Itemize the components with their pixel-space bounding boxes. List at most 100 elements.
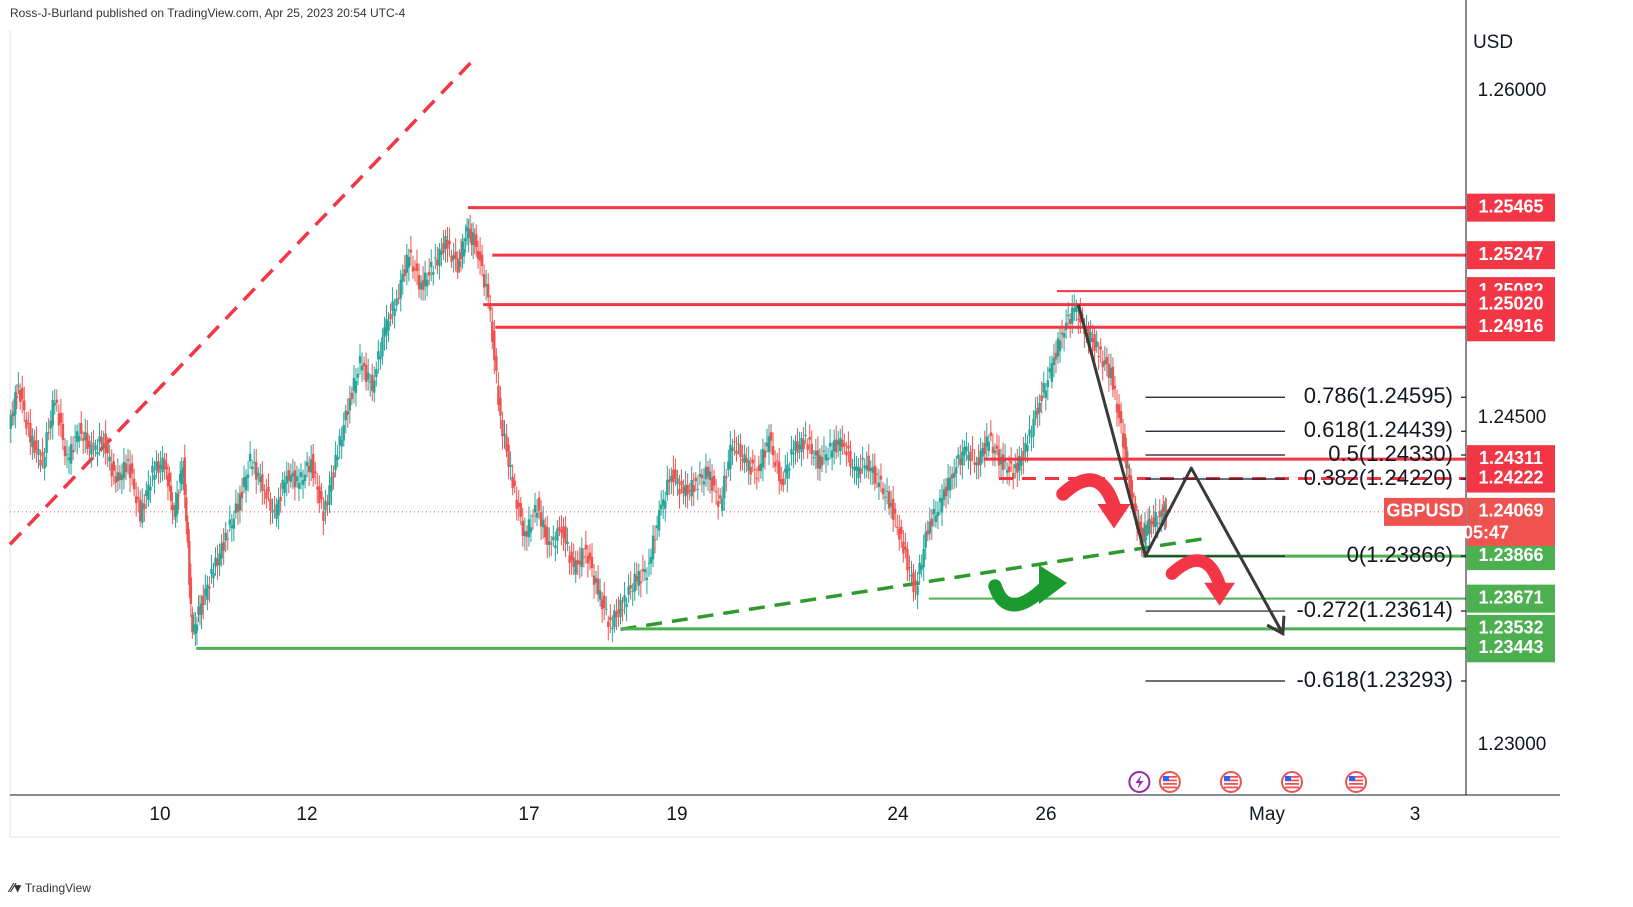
red-curved-arrow-icon-head [1204, 582, 1235, 606]
price-tag-1.24916[interactable]: 1.24916 [1467, 313, 1555, 342]
candle-body [847, 445, 850, 449]
price-tag-label: 1.23532 [1478, 618, 1543, 638]
green-curved-arrow-icon-stroke [988, 579, 1050, 612]
candle-body [714, 491, 718, 493]
candle-body [39, 459, 42, 466]
candle-body [993, 450, 997, 454]
candle-body [480, 254, 484, 266]
price-tag-1.23866[interactable]: 1.23866 [1467, 542, 1555, 571]
candle-body [110, 463, 113, 477]
candle-body [336, 456, 339, 461]
candle-body [358, 356, 362, 364]
candle-body [242, 477, 246, 487]
candle-body [464, 238, 467, 242]
candle-body [696, 489, 700, 491]
candle-body [452, 255, 455, 260]
candle-body [271, 510, 274, 513]
candle-body [1111, 366, 1115, 390]
price-tag-1.23671[interactable]: 1.23671 [1467, 584, 1555, 613]
us-flag-icon[interactable] [1345, 771, 1368, 793]
candle-body [959, 458, 962, 465]
candle-body [27, 422, 30, 424]
price-tag-bg [1467, 193, 1555, 222]
projection-arrowhead-icon [1266, 615, 1286, 637]
candle-body [708, 471, 712, 481]
candle-body [432, 272, 435, 275]
candle-body [611, 627, 614, 630]
candle-body [383, 327, 386, 337]
candle-body [517, 502, 520, 508]
candle-body [1148, 518, 1151, 534]
flag-circle [1158, 771, 1181, 793]
candle-body [751, 459, 754, 464]
candle-body [252, 462, 256, 464]
candle-body [84, 432, 87, 441]
candle-body [1126, 465, 1130, 469]
candle-body [950, 474, 954, 479]
candle-body [220, 543, 223, 559]
candle-body [165, 466, 168, 470]
candle-body [755, 478, 759, 480]
candle-body [879, 475, 883, 480]
candle-body [354, 381, 358, 393]
candle-body [637, 571, 640, 586]
candle-body [96, 451, 99, 455]
price-tag-bg [1467, 542, 1555, 571]
candle-body [1014, 464, 1017, 469]
candle-body [655, 525, 659, 529]
us-flag-icon[interactable] [1219, 771, 1242, 793]
candle-body [379, 356, 382, 360]
candle-body [877, 482, 881, 488]
candle-body [588, 552, 592, 560]
us-flag-icon[interactable] [1281, 771, 1304, 793]
candle-body [1091, 338, 1094, 342]
candle-body [102, 443, 105, 447]
candle-body [491, 321, 494, 342]
red-dashed-trendline[interactable] [8, 54, 479, 546]
candle-body [409, 249, 413, 253]
candle-body [963, 446, 966, 456]
candle-body [244, 476, 248, 491]
lightning-bolt [1135, 775, 1144, 789]
candle-body [381, 337, 384, 357]
candle-body [267, 486, 270, 493]
candle-body [692, 485, 695, 493]
candle-body [800, 437, 803, 453]
lightning-icon[interactable] [1128, 771, 1151, 793]
candle-body [788, 468, 791, 471]
candle-body [1119, 411, 1123, 424]
candle-body [977, 457, 980, 466]
candle-body [688, 490, 691, 492]
candle-body [1138, 521, 1142, 532]
projection-path[interactable] [1076, 304, 1285, 635]
candle-body [849, 451, 852, 467]
candle-body [120, 474, 124, 481]
candle-body [1152, 517, 1155, 527]
candle-body [43, 456, 46, 469]
candle-body [743, 454, 746, 464]
candle-body [643, 569, 647, 573]
price-tag-1.25465[interactable]: 1.25465 [1467, 193, 1555, 222]
flag-circle [1345, 771, 1368, 793]
candle-body [940, 498, 944, 513]
candle-body [997, 449, 1001, 466]
candle-body [86, 432, 89, 449]
candle-body [147, 484, 150, 501]
candle-body [822, 450, 826, 452]
candle-body [690, 479, 693, 497]
price-tag-1.24222[interactable]: 1.24222 [1467, 464, 1555, 493]
price-tag-1.23443[interactable]: 1.23443 [1467, 634, 1555, 663]
flag-stripe [1349, 779, 1364, 782]
us-flag-icon[interactable] [1158, 771, 1181, 793]
price-tag-1.25247[interactable]: 1.25247 [1467, 241, 1555, 270]
candle-body [674, 469, 677, 479]
candle-body [1161, 511, 1164, 517]
candle-body [1071, 307, 1074, 324]
x-tick-label: 17 [518, 804, 539, 825]
green-curved-arrow-icon-head [1039, 565, 1067, 604]
x-tick-label: 19 [666, 804, 687, 825]
candle-body [385, 318, 388, 336]
candle-body [287, 470, 290, 481]
